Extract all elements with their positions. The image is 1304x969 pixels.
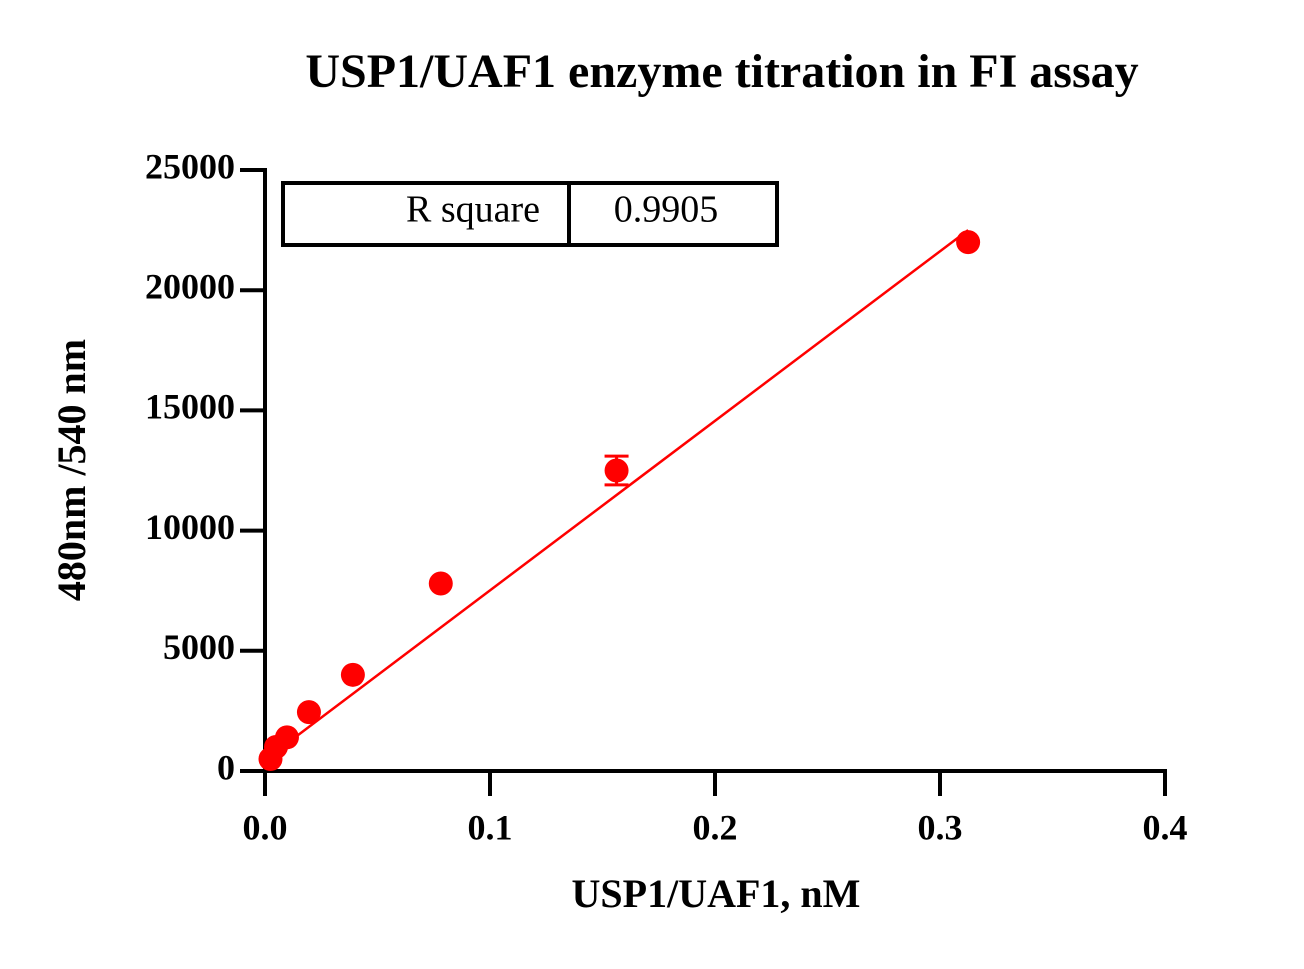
- y-axis-label: 480nm /540 nm: [49, 339, 94, 601]
- data-point: [956, 230, 981, 255]
- y-tick-label: 0: [217, 747, 235, 787]
- x-tick-label: 0.4: [1143, 807, 1188, 847]
- y-tick-label: 5000: [163, 627, 235, 667]
- y-tick-label: 15000: [145, 387, 235, 427]
- data-point: [296, 700, 321, 725]
- data-point: [428, 571, 453, 596]
- y-tick-label: 10000: [145, 507, 235, 547]
- chart-title: USP1/UAF1 enzyme titration in FI assay: [305, 45, 1138, 98]
- x-tick-label: 0.1: [468, 807, 513, 847]
- x-tick-label: 0.0: [243, 807, 288, 847]
- x-axis-label: USP1/UAF1, nM: [572, 871, 861, 916]
- y-tick-label: 25000: [145, 146, 235, 186]
- y-tick-label: 20000: [145, 266, 235, 306]
- x-tick-label: 0.2: [693, 807, 738, 847]
- stats-table: [281, 181, 779, 247]
- x-tick-label: 0.3: [918, 807, 963, 847]
- table-label: R square: [406, 189, 540, 231]
- data-point: [604, 458, 629, 483]
- table-value: 0.9905: [614, 189, 719, 231]
- fit-line: [264, 229, 969, 761]
- data-point: [258, 746, 283, 771]
- data-point: [340, 662, 365, 687]
